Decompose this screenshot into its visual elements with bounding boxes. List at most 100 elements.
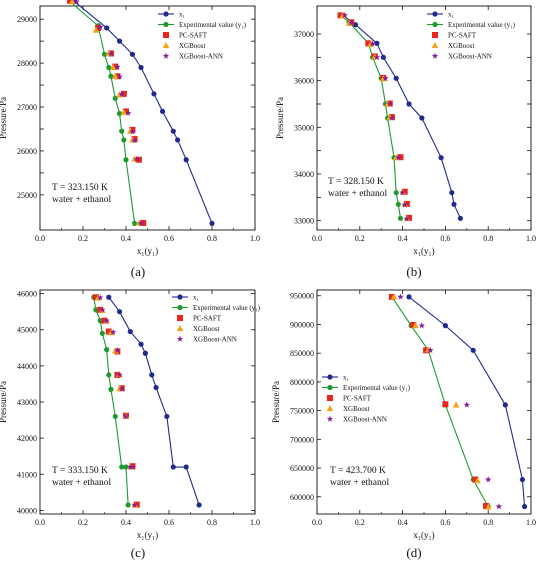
legend-marker-exp <box>432 21 438 28</box>
series-line-x1 <box>108 296 200 506</box>
legend-marker-pcsaft <box>432 32 438 38</box>
data-point-x1 <box>116 38 123 44</box>
system-annotation: water + ethanol <box>52 195 112 205</box>
legend: x₁ Experimental value (y₁) PC-SAFT XGBoost X… <box>172 294 261 344</box>
data-point-x1 <box>451 201 457 207</box>
series-exp <box>67 0 138 227</box>
data-point-xgbann <box>114 346 121 354</box>
x-axis-title: x₁(y₁) <box>413 530 434 540</box>
panel-label: (c) <box>131 545 145 560</box>
data-point-xgbann <box>131 137 138 144</box>
system-annotation: water + ethanol <box>330 478 390 488</box>
data-point-pcsaft <box>101 317 108 324</box>
data-point-exp <box>106 372 112 378</box>
data-point-xgbann <box>118 90 125 98</box>
series-line-x1 <box>408 296 526 507</box>
legend-marker-pcsaft <box>177 315 183 321</box>
legend-label: Experimental value (y₁) <box>448 21 516 29</box>
y-tick-label: 29000 <box>17 15 37 24</box>
chart-panel-4: 0.0 0.2 0.4 0.6 0.8 1.0 600000 650000 700000 7500… <box>271 289 536 560</box>
series-x1 <box>106 294 202 508</box>
x-axis-title: x₁(y₁) <box>413 246 434 256</box>
x-tick-label: 0.2 <box>355 234 365 243</box>
data-point-x1 <box>519 476 526 483</box>
data-point-xgbann <box>131 501 138 508</box>
data-point-x1 <box>196 502 202 508</box>
y-axis-title: Pressure/Pa <box>275 97 285 139</box>
panel-label: (a) <box>131 264 145 279</box>
y-tick-label: 44000 <box>17 362 37 371</box>
panel-label: (d) <box>406 545 421 560</box>
data-point-pcsaft <box>388 293 395 300</box>
system-annotation: water + ethanol <box>328 189 388 199</box>
x-tick-label: 0.2 <box>78 234 88 243</box>
data-point-x1 <box>175 137 181 143</box>
data-point-x1 <box>170 464 176 470</box>
data-point-exp <box>112 413 118 420</box>
data-point-exp <box>397 215 404 221</box>
data-point-x1 <box>393 75 399 81</box>
y-tick-label: 28000 <box>17 59 37 68</box>
data-point-xgbann <box>133 155 140 163</box>
y-tick-label: 850000 <box>290 349 314 358</box>
data-point-exp <box>119 128 125 134</box>
y-tick-label: 900000 <box>290 320 314 329</box>
y-tick-label: 27000 <box>17 103 37 112</box>
y-tick-label: 40000 <box>17 506 37 515</box>
series-xgbann <box>96 294 138 508</box>
data-point-x1 <box>419 115 425 121</box>
y-axis-title: Pressure/Pa <box>0 97 8 139</box>
data-point-exp <box>119 464 125 470</box>
data-point-x1 <box>209 220 215 227</box>
series-pcsaft <box>388 293 490 509</box>
legend-label: XGBoost-ANN <box>343 416 387 424</box>
legend-label: x₁ <box>193 294 199 302</box>
data-point-xgbann <box>369 40 376 47</box>
temperature-annotation: T = 333.150 K <box>52 466 108 476</box>
series-xgbann <box>73 0 145 227</box>
x-tick-label: 1.0 <box>250 518 260 527</box>
data-point-x1 <box>183 464 189 470</box>
data-point-pcsaft <box>105 328 112 335</box>
x-tick-label: 1.0 <box>250 234 260 243</box>
legend-label: Experimental value (y₁) <box>343 384 411 392</box>
x-axis-title: x₁(y₁) <box>137 530 158 540</box>
data-point-pcsaft <box>365 40 372 47</box>
data-point-pcsaft <box>337 12 344 19</box>
legend-label: XGBoost-ANN <box>179 53 223 61</box>
data-point-xgbann <box>403 215 411 222</box>
legend-label: Experimental value (y₁) <box>193 304 261 312</box>
data-point-xgbann <box>124 109 132 116</box>
chart-panel-2: 0.0 0.2 0.4 0.6 0.8 1.0 33000 34000 35000 36000 37… <box>275 5 536 279</box>
legend-marker-exp <box>327 384 333 391</box>
data-point-xgboost <box>412 322 419 329</box>
data-point-x1 <box>104 25 110 31</box>
data-point-xgboost <box>484 503 492 510</box>
data-point-exp <box>393 190 399 196</box>
data-point-x1 <box>183 157 189 163</box>
data-point-exp <box>108 73 114 79</box>
data-point-x1 <box>159 108 166 115</box>
legend-marker-exp <box>177 304 183 311</box>
legend-label: XGBoost <box>448 42 475 50</box>
legend-label: x₁ <box>179 11 185 19</box>
y-tick-label: 45000 <box>17 326 37 335</box>
x-tick-label: 0.6 <box>440 518 450 527</box>
y-tick-label: 33000 <box>294 217 314 226</box>
data-point-x1 <box>138 341 144 347</box>
x-tick-label: 0.8 <box>207 518 217 527</box>
series-x1 <box>406 294 528 510</box>
data-point-x1 <box>521 503 528 510</box>
data-point-pcsaft <box>114 371 121 378</box>
data-point-pcsaft <box>92 294 99 301</box>
data-point-xgbann <box>122 413 130 420</box>
legend-marker-x1 <box>177 294 183 300</box>
data-point-xgbann <box>116 73 123 80</box>
x-tick-label: 0.4 <box>121 234 131 243</box>
series-exp <box>91 294 131 508</box>
series-line-x1 <box>342 14 461 219</box>
data-point-x1 <box>438 155 444 161</box>
y-tick-label: 950000 <box>290 292 314 301</box>
temperature-annotation: T = 423.700 K <box>330 466 386 476</box>
data-point-xgbann <box>388 114 396 121</box>
